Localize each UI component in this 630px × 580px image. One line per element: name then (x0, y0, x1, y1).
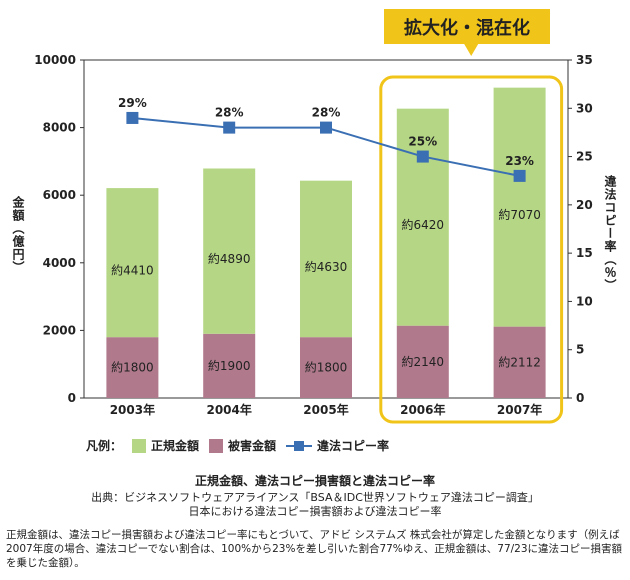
bar-label-damage: 約1800 (111, 360, 154, 375)
x-tick-label: 2005年 (303, 402, 348, 417)
rate-label: 29% (118, 96, 147, 110)
y2-tick-label: 25 (576, 150, 593, 164)
bar-damage (106, 337, 159, 398)
damage-swatch (209, 438, 224, 453)
bar-regular (300, 180, 352, 338)
y2-tick-label: 10 (576, 294, 593, 308)
rate-label: 25% (408, 135, 437, 149)
legend-label-regular: 正規金額 (151, 439, 200, 453)
bar-label-damage: 約1800 (305, 360, 348, 375)
y2-axis-title-text: 違法コピー率（％） (603, 174, 617, 292)
bar-damage (203, 333, 256, 398)
y2-tick-label: 30 (576, 101, 593, 115)
rate-marker (513, 169, 526, 182)
legend-label-rate: 違法コピー率 (317, 439, 390, 453)
bar-label-regular: 約4410 (111, 263, 154, 278)
y2-tick-label: 15 (576, 246, 593, 260)
legend-title: 凡例： (86, 439, 123, 453)
y-tick-label: 2000 (43, 323, 76, 337)
bar-label-damage: 約2140 (402, 354, 445, 369)
x-tick-label: 2004年 (206, 402, 251, 417)
y-tick-label: 0 (68, 391, 76, 405)
rate-marker (320, 121, 332, 134)
y2-axis-title: 違法コピー率（％） (603, 174, 617, 292)
bar-regular (493, 87, 546, 327)
legend-item-regular: 正規金額 (132, 437, 199, 454)
caption-source-detail: 日本における違法コピー損害額および違法コピー率 (188, 505, 442, 518)
highlight-pointer (464, 44, 479, 56)
y2-tick-label: 5 (576, 343, 584, 357)
x-tick-label: 2006年 (400, 402, 445, 417)
rate-marker (126, 111, 139, 124)
highlight-box (379, 75, 564, 424)
line-layer: 29% 28% 28% 25% 23% (118, 96, 534, 182)
regular-swatch (132, 438, 147, 453)
bar-regular (396, 108, 449, 326)
bars-layer: 約1800 約4410 約1900 約4890 約1800 約4630 約2140 約6420… (106, 87, 546, 398)
bar-damage (493, 326, 546, 398)
bar-label-damage: 約1900 (208, 358, 251, 373)
highlight-layer: 拡大化・混在化 (379, 9, 564, 424)
x-tick-label: 2003年 (110, 402, 155, 417)
legend: 凡例： 正規金額 被害金額 違法コピー率 (86, 437, 389, 454)
footnote: 正規金額は、違法コピー損害額および違法コピー率にもとづいて、アドビ システムズ … (6, 529, 623, 569)
highlight-banner-text: 拡大化・混在化 (404, 17, 530, 39)
bar-label-regular: 約7070 (498, 207, 541, 222)
y-tick-label: 8000 (43, 121, 76, 135)
bar-damage (396, 325, 449, 398)
y2-tick-label: 0 (576, 391, 584, 405)
bar-regular (106, 188, 159, 338)
rate-marker (223, 121, 236, 134)
x-tick-label: 2007年 (497, 402, 542, 417)
rate-label: 28% (215, 106, 244, 120)
caption-source: 出典：ビジネスソフトウェアアライアンス「BSA＆IDC世界ソフトウェア違法コピー… (91, 491, 539, 504)
caption-title: 正規金額、違法コピー損害額と違法コピー率 (194, 474, 435, 488)
rate-marker (416, 150, 429, 163)
rate-line-swatch (286, 439, 313, 453)
bar-label-regular: 約4890 (208, 251, 251, 266)
y-tick-label: 4000 (43, 256, 76, 270)
legend-item-rate: 違法コピー率 (286, 437, 389, 454)
combo-chart: 約1800 約4410 約1900 約4890 約1800 約4630 約2140 約6420… (11, 9, 617, 424)
bar-label-regular: 約4630 (305, 259, 348, 274)
rate-label: 28% (312, 106, 341, 120)
y2-tick-label: 35 (576, 53, 593, 67)
rate-label: 23% (505, 154, 534, 168)
bar-label-damage: 約2112 (498, 354, 541, 369)
bar-regular (203, 168, 256, 334)
bar-damage (300, 337, 352, 398)
y-axis-title-text: 金額（億円） (11, 195, 25, 274)
bar-label-regular: 約6420 (402, 217, 445, 232)
y-axis-title: 金額（億円） (11, 195, 25, 274)
legend-item-damage: 被害金額 (209, 437, 276, 454)
y-tick-label: 10000 (34, 53, 76, 67)
highlight-banner (384, 9, 550, 44)
legend-label-damage: 被害金額 (228, 439, 277, 453)
axes-layer: 2003年 2004年 2005年 2006年 2007年 0 2000 4000 6000 80… (34, 53, 592, 417)
y2-tick-label: 20 (576, 198, 593, 212)
y-tick-label: 6000 (43, 188, 76, 202)
